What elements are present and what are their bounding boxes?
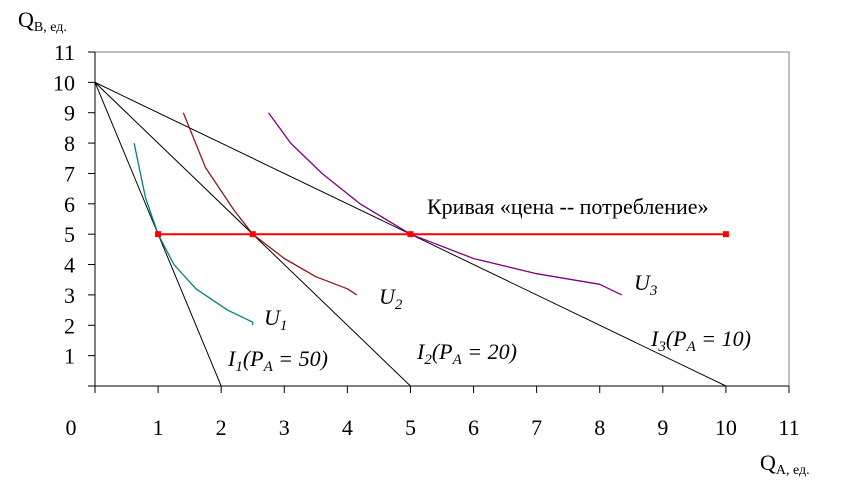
budget-label-tail: = 20) xyxy=(462,339,517,364)
x-tick-label: 1 xyxy=(153,415,164,440)
budget-line-label-I2: I2(PA = 20) xyxy=(416,339,517,368)
y-tick-label: 6 xyxy=(64,192,75,217)
pcc-point xyxy=(155,231,162,238)
budget-label-sub2: A xyxy=(452,352,463,368)
budget-label-sub: 2 xyxy=(424,352,432,368)
indifference-label-sub: 1 xyxy=(280,318,288,334)
y-tick-label: 4 xyxy=(64,253,75,278)
x-tick-label: 11 xyxy=(778,415,799,440)
x-tick-label: 7 xyxy=(531,415,542,440)
x-axis-label: QA, ед. xyxy=(760,450,810,478)
budget-label-sub2: A xyxy=(263,359,274,375)
budget-line-label-I1: I1(PA = 50) xyxy=(227,346,328,375)
x-axis-label-main: Q xyxy=(760,450,776,475)
x-tick-label: 9 xyxy=(657,415,668,440)
x-tick-label: 10 xyxy=(715,415,737,440)
y-tick-label: 10 xyxy=(53,70,75,95)
y-axis-label-main: Q xyxy=(18,7,34,32)
budget-label-rest: (P xyxy=(432,339,453,364)
budget-label-main: I xyxy=(650,326,660,351)
budget-label-sub: 3 xyxy=(657,339,666,355)
pcc-point xyxy=(722,231,729,238)
pcc-point xyxy=(407,231,414,238)
x-tick-label: 3 xyxy=(279,415,290,440)
budget-label-main: I xyxy=(416,339,426,364)
budget-label-sub: 1 xyxy=(235,359,243,375)
y-tick-label: 1 xyxy=(64,344,75,369)
indifference-label-sub: 3 xyxy=(649,283,658,299)
indifference-label-U3: U3 xyxy=(634,270,657,299)
budget-label-sub2: A xyxy=(686,339,697,355)
y-tick-label: 2 xyxy=(64,313,75,338)
y-tick-label: 9 xyxy=(64,101,75,126)
y-axis-label-sub: B, ед. xyxy=(34,20,67,35)
budget-label-tail: = 50) xyxy=(273,346,328,371)
budget-line-label-I3: I3(PA = 10) xyxy=(650,326,751,355)
x-tick-label: 6 xyxy=(468,415,479,440)
x-tick-label: 8 xyxy=(594,415,605,440)
y-tick-label: 7 xyxy=(64,161,75,186)
indifference-label-U2: U2 xyxy=(379,284,403,313)
origin-label: 0 xyxy=(66,415,77,440)
indifference-label-main: U xyxy=(264,305,282,330)
y-tick-label: 5 xyxy=(64,222,75,247)
indifference-label-main: U xyxy=(379,284,397,309)
y-tick-label: 3 xyxy=(64,283,75,308)
budget-label-tail: = 10) xyxy=(696,326,751,351)
x-tick-label: 5 xyxy=(405,415,416,440)
indifference-label-main: U xyxy=(634,270,652,295)
indifference-label-U1: U1 xyxy=(264,305,287,334)
y-tick-label: 11 xyxy=(54,40,75,65)
indifference-curve-U1 xyxy=(133,142,254,326)
budget-label-rest: (P xyxy=(243,346,264,371)
pcc-point xyxy=(249,231,256,238)
indifference-curve-U2 xyxy=(182,112,358,296)
budget-label-main: I xyxy=(227,346,237,371)
x-axis-label-sub: A, ед. xyxy=(776,463,810,478)
x-tick-label: 2 xyxy=(216,415,227,440)
price-consumption-curve xyxy=(155,231,729,238)
y-axis-label: QB, ед. xyxy=(18,7,67,35)
pcc-label: Кривая «цена -- потребление» xyxy=(427,194,709,219)
y-tick-label: 8 xyxy=(64,131,75,156)
budget-label-rest: (P xyxy=(666,326,687,351)
indifference-label-sub: 2 xyxy=(395,297,403,313)
x-tick-label: 4 xyxy=(342,415,353,440)
labels: QB, ед.QA, ед.I1(PA = 50) I2(PA = 20)I3(P… xyxy=(18,7,810,478)
